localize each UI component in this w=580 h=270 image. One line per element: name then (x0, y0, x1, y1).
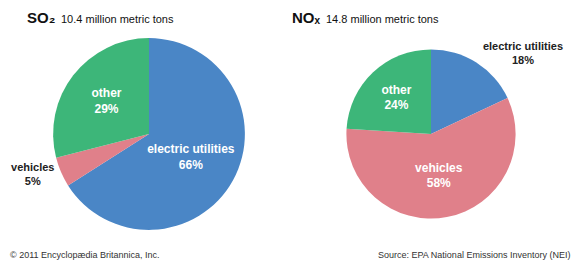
svg-text:vehicles58%: vehicles58% (415, 161, 463, 191)
svg-text:SO₂: SO₂ (27, 9, 55, 26)
svg-text:vehicles5%: vehicles5% (11, 161, 54, 187)
svg-text:10.4 million metric tons: 10.4 million metric tons (61, 13, 174, 25)
svg-text:other24%: other24% (381, 83, 411, 113)
svg-text:electric utilities66%: electric utilities66% (147, 142, 235, 172)
svg-text:© 2011 Encyclopædia Britannica: © 2011 Encyclopædia Britannica, Inc. (10, 250, 160, 260)
svg-text:Source: EPA National Emissions: Source: EPA National Emissions Inventory… (378, 250, 570, 260)
svg-text:electric utilities18%: electric utilities18% (483, 40, 563, 66)
svg-text:14.8 million metric tons: 14.8 million metric tons (326, 13, 439, 25)
svg-text:NOₓ: NOₓ (292, 9, 321, 26)
svg-text:other29%: other29% (92, 86, 122, 116)
